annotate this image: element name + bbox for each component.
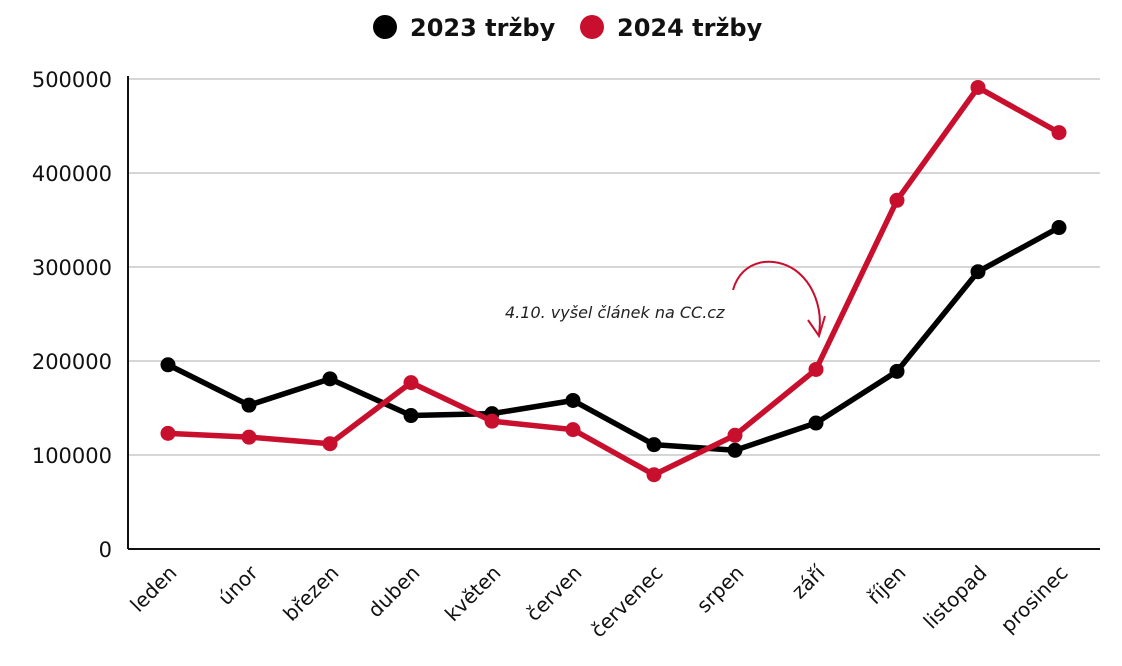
data-point: [1051, 220, 1067, 236]
data-point: [403, 408, 419, 424]
data-point: [322, 436, 338, 452]
data-point: [1051, 125, 1067, 141]
data-point: [970, 79, 986, 95]
x-tick-label: říjen: [862, 561, 910, 609]
annotation-text: 4.10. vyšel článek na CC.cz: [505, 303, 725, 322]
data-point: [727, 427, 743, 443]
x-tick-label: únor: [213, 560, 263, 610]
data-point: [727, 442, 743, 458]
data-point: [484, 413, 500, 429]
x-tick-label: březen: [278, 561, 343, 626]
data-point: [160, 357, 176, 373]
data-point: [403, 375, 419, 391]
x-tick-label: červen: [521, 561, 586, 626]
y-tick-label: 200000: [32, 350, 112, 374]
data-point: [889, 363, 905, 379]
data-point: [808, 361, 824, 377]
series-line-1: [165, 224, 1062, 454]
data-point: [241, 397, 257, 413]
x-tick-label: duben: [363, 561, 425, 623]
x-tick-label: leden: [125, 561, 181, 617]
annotation-arrow: [732, 260, 821, 335]
data-point: [889, 192, 905, 208]
y-tick-label: 300000: [32, 256, 112, 280]
x-tick-label: květen: [440, 561, 505, 626]
data-point: [322, 371, 338, 387]
annotation-group: 4.10. vyšel článek na CC.cz: [505, 260, 826, 339]
legend-label: 2024 tržby: [617, 14, 763, 42]
y-tick-label: 400000: [32, 162, 112, 186]
data-point: [565, 392, 581, 408]
y-tick-label: 100000: [32, 444, 112, 468]
data-point: [646, 437, 662, 453]
series-group: [160, 79, 1067, 483]
gridlines: [128, 78, 1100, 456]
legend-label: 2023 tržby: [410, 14, 556, 42]
data-point: [241, 429, 257, 445]
x-tick-label: červenec: [586, 561, 668, 643]
legend: 2023 tržby 2024 tržby: [373, 14, 763, 42]
legend-marker: [373, 15, 397, 39]
x-tick-label: prosinec: [996, 561, 1073, 638]
series-line-2: [165, 84, 1062, 478]
y-tick-label: 500000: [32, 68, 112, 92]
data-point: [646, 467, 662, 483]
y-axis-ticks: 0 100000 200000 300000 400000 500000: [32, 68, 112, 562]
legend-marker: [580, 15, 604, 39]
x-tick-label: září: [787, 560, 831, 604]
y-tick-label: 0: [99, 538, 112, 562]
annotation-arrowhead: [807, 315, 826, 339]
x-tick-label: listopad: [919, 561, 992, 634]
data-point: [970, 264, 986, 280]
x-tick-label: srpen: [692, 561, 749, 618]
data-point: [808, 415, 824, 431]
x-axis-ticks: leden únor březen duben květen červen červenec…: [125, 560, 1072, 643]
data-point: [160, 425, 176, 441]
data-point: [565, 422, 581, 438]
